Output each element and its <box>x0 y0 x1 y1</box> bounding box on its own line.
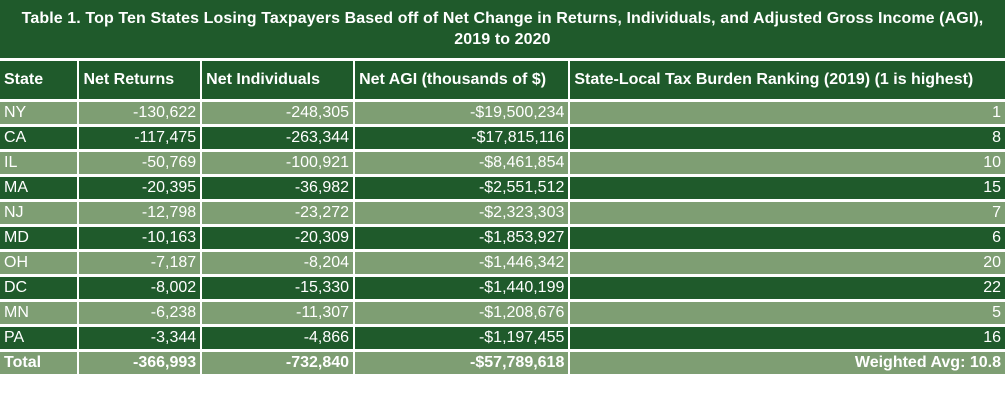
table-title: Table 1. Top Ten States Losing Taxpayers… <box>0 0 1005 58</box>
cell-state: OH <box>0 252 78 274</box>
cell-net-returns: -6,238 <box>79 302 201 324</box>
table-row: IL -50,769 -100,921 -$8,461,854 10 <box>0 152 1005 174</box>
cell-net-returns: -117,475 <box>79 127 201 149</box>
table-row: NJ -12,798 -23,272 -$2,323,303 7 <box>0 202 1005 224</box>
table-row: DC -8,002 -15,330 -$1,440,199 22 <box>0 277 1005 299</box>
cell-state: NJ <box>0 202 78 224</box>
cell-total-net-returns: -366,993 <box>79 352 201 374</box>
cell-net-agi: -$19,500,234 <box>355 102 569 124</box>
cell-net-individuals: -11,307 <box>202 302 354 324</box>
header-net-agi: Net AGI (thousands of $) <box>355 61 569 99</box>
table-row: MD -10,163 -20,309 -$1,853,927 6 <box>0 227 1005 249</box>
cell-net-agi: -$17,815,116 <box>355 127 569 149</box>
cell-net-returns: -20,395 <box>79 177 201 199</box>
cell-tax-burden-rank: 6 <box>570 227 1005 249</box>
header-tax-burden-ranking: State-Local Tax Burden Ranking (2019) (1… <box>570 61 1005 99</box>
cell-state: DC <box>0 277 78 299</box>
table-row: OH -7,187 -8,204 -$1,446,342 20 <box>0 252 1005 274</box>
cell-net-returns: -7,187 <box>79 252 201 274</box>
cell-net-agi: -$1,853,927 <box>355 227 569 249</box>
cell-net-agi: -$1,197,455 <box>355 327 569 349</box>
cell-total-label: Total <box>0 352 78 374</box>
cell-net-agi: -$2,551,512 <box>355 177 569 199</box>
cell-tax-burden-rank: 22 <box>570 277 1005 299</box>
cell-net-individuals: -36,982 <box>202 177 354 199</box>
table-title-line-2: 2019 to 2020 <box>454 31 551 48</box>
cell-net-returns: -3,344 <box>79 327 201 349</box>
cell-tax-burden-rank: 10 <box>570 152 1005 174</box>
cell-state: IL <box>0 152 78 174</box>
cell-tax-burden-rank: 5 <box>570 302 1005 324</box>
cell-net-individuals: -15,330 <box>202 277 354 299</box>
header-net-individuals: Net Individuals <box>202 61 354 99</box>
cell-net-agi: -$2,323,303 <box>355 202 569 224</box>
header-state: State <box>0 61 78 99</box>
table-row: NY -130,622 -248,305 -$19,500,234 1 <box>0 102 1005 124</box>
cell-total-net-individuals: -732,840 <box>202 352 354 374</box>
cell-net-returns: -12,798 <box>79 202 201 224</box>
cell-net-individuals: -100,921 <box>202 152 354 174</box>
cell-tax-burden-rank: 15 <box>570 177 1005 199</box>
cell-net-agi: -$1,440,199 <box>355 277 569 299</box>
header-net-returns: Net Returns <box>79 61 201 99</box>
cell-net-individuals: -263,344 <box>202 127 354 149</box>
cell-net-agi: -$8,461,854 <box>355 152 569 174</box>
cell-state: CA <box>0 127 78 149</box>
data-table: State Net Returns Net Individuals Net AG… <box>0 58 1005 377</box>
cell-net-returns: -50,769 <box>79 152 201 174</box>
cell-net-individuals: -20,309 <box>202 227 354 249</box>
cell-net-individuals: -4,866 <box>202 327 354 349</box>
cell-net-individuals: -23,272 <box>202 202 354 224</box>
cell-tax-burden-rank: 16 <box>570 327 1005 349</box>
cell-net-agi: -$1,446,342 <box>355 252 569 274</box>
cell-state: MA <box>0 177 78 199</box>
cell-tax-burden-rank: 1 <box>570 102 1005 124</box>
cell-tax-burden-rank: 20 <box>570 252 1005 274</box>
cell-state: PA <box>0 327 78 349</box>
header-row: State Net Returns Net Individuals Net AG… <box>0 61 1005 99</box>
cell-net-returns: -130,622 <box>79 102 201 124</box>
cell-state: NY <box>0 102 78 124</box>
cell-state: MD <box>0 227 78 249</box>
table-row: MA -20,395 -36,982 -$2,551,512 15 <box>0 177 1005 199</box>
cell-net-returns: -8,002 <box>79 277 201 299</box>
cell-state: MN <box>0 302 78 324</box>
table-title-line-1: Table 1. Top Ten States Losing Taxpayers… <box>21 10 984 27</box>
table-row: MN -6,238 -11,307 -$1,208,676 5 <box>0 302 1005 324</box>
total-row: Total -366,993 -732,840 -$57,789,618 Wei… <box>0 352 1005 374</box>
cell-total-net-agi: -$57,789,618 <box>355 352 569 374</box>
table-row: PA -3,344 -4,866 -$1,197,455 16 <box>0 327 1005 349</box>
cell-net-agi: -$1,208,676 <box>355 302 569 324</box>
cell-net-returns: -10,163 <box>79 227 201 249</box>
table-row: CA -117,475 -263,344 -$17,815,116 8 <box>0 127 1005 149</box>
cell-net-individuals: -8,204 <box>202 252 354 274</box>
cell-tax-burden-rank: 8 <box>570 127 1005 149</box>
cell-tax-burden-rank: 7 <box>570 202 1005 224</box>
cell-net-individuals: -248,305 <box>202 102 354 124</box>
cell-weighted-avg: Weighted Avg: 10.8 <box>570 352 1005 374</box>
